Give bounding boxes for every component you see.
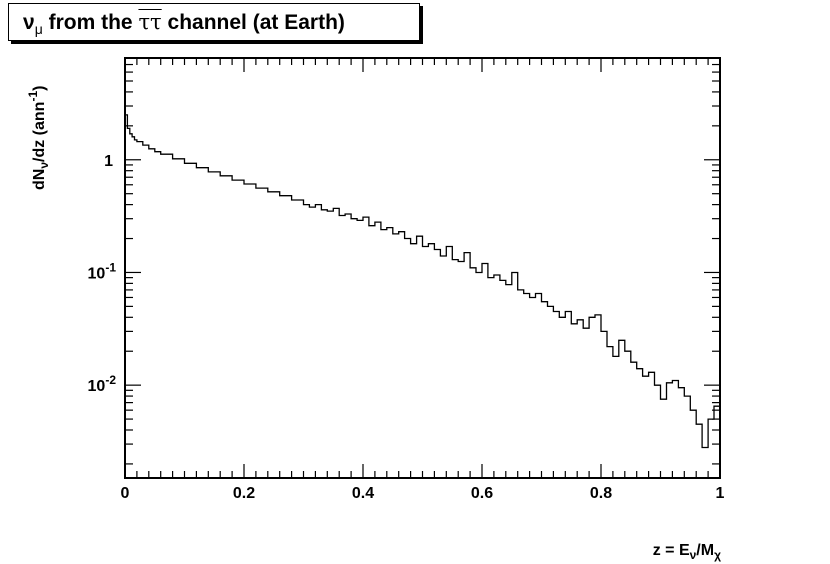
x-tick-label: 0 bbox=[121, 485, 130, 502]
y-tick-label: 10-1 bbox=[88, 260, 117, 282]
x-tick-label: 0.6 bbox=[471, 485, 493, 502]
title-mu: μ bbox=[34, 21, 43, 38]
histogram-series bbox=[125, 114, 721, 449]
ticks-layer bbox=[124, 57, 721, 478]
x-tick-label: 0.2 bbox=[233, 485, 255, 502]
title-mid: from the bbox=[42, 11, 139, 34]
title-tau: ττ bbox=[138, 10, 162, 34]
y-tick-label: 1 bbox=[104, 153, 113, 170]
title-nu: ν bbox=[23, 11, 35, 34]
plot-frame bbox=[124, 57, 721, 479]
y-axis-title: dNν/dz (ann-1) bbox=[26, 86, 51, 190]
y-tick-label: 10-2 bbox=[88, 373, 117, 395]
x-tick-label: 0.4 bbox=[352, 485, 374, 502]
title-box: νμ from the ττ channel (at Earth) bbox=[8, 3, 420, 41]
chart-title: νμ from the ττ channel (at Earth) bbox=[23, 10, 345, 37]
labels-layer: 0 0.2 0.4 0.6 0.8 1 1 10-1 10-2 bbox=[88, 153, 725, 502]
x-tick-label: 0.8 bbox=[590, 485, 612, 502]
x-axis-title: z = Eν/Mχ bbox=[653, 542, 721, 562]
x-tick-label: 1 bbox=[716, 485, 725, 502]
title-suffix: channel (at Earth) bbox=[161, 11, 345, 34]
